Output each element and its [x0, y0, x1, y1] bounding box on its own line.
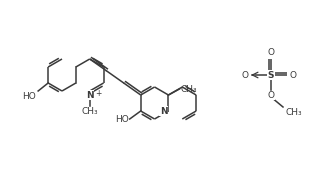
Text: CH₃: CH₃ [285, 108, 302, 117]
Text: N: N [160, 107, 168, 115]
Text: N: N [86, 91, 93, 100]
Text: S: S [268, 70, 274, 80]
Text: CH₃: CH₃ [82, 107, 98, 116]
Text: O: O [267, 91, 274, 100]
Text: HO: HO [115, 114, 129, 124]
Text: O: O [242, 70, 249, 80]
Text: O: O [267, 48, 274, 57]
Text: O: O [290, 70, 297, 80]
Text: CH₃: CH₃ [180, 85, 197, 93]
Text: HO: HO [22, 92, 36, 101]
Text: +: + [95, 89, 101, 98]
